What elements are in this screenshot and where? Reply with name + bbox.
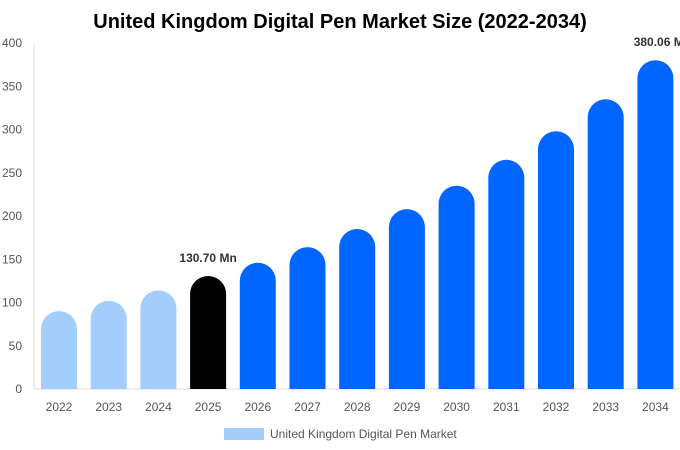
y-tick-label: 150 (2, 252, 22, 266)
y-tick-label: 300 (2, 123, 22, 137)
x-tick-label: 2023 (95, 400, 122, 414)
legend-label: United Kingdom Digital Pen Market (270, 427, 457, 441)
bar-2030 (438, 185, 475, 389)
bar-2034 (637, 60, 674, 389)
legend-swatch (224, 428, 264, 440)
bar-2023 (90, 300, 127, 389)
y-tick-label: 400 (2, 36, 22, 50)
data-label: 130.70 Mn (179, 251, 236, 265)
bar-2026 (239, 262, 276, 389)
bar-2025 (190, 275, 227, 389)
bar-2029 (388, 209, 425, 389)
x-tick-label: 2025 (195, 400, 222, 414)
bar-2032 (538, 131, 574, 390)
x-tick-label: 2027 (294, 400, 321, 414)
bar-2027 (289, 247, 326, 389)
x-tick-label: 2031 (493, 400, 520, 414)
x-tick-label: 2029 (394, 400, 421, 414)
data-label: 380.06 Mn (634, 35, 680, 49)
bar-2033 (587, 99, 624, 389)
x-tick-label: 2033 (592, 400, 619, 414)
x-tick-label: 2028 (344, 400, 371, 414)
bar-2031 (488, 159, 525, 389)
y-tick-label: 200 (2, 209, 22, 223)
bar-2028 (339, 228, 376, 389)
x-tick-label: 2032 (543, 400, 570, 414)
bar-2022 (41, 311, 77, 389)
x-tick-label: 2026 (244, 400, 271, 414)
x-tick-label: 2022 (46, 400, 73, 414)
legend: United Kingdom Digital Pen Market (224, 427, 457, 441)
x-tick-label: 2030 (443, 400, 470, 414)
bar-2024 (140, 290, 177, 389)
chart-title: United Kingdom Digital Pen Market Size (… (93, 11, 586, 33)
x-tick-label: 2024 (145, 400, 172, 414)
y-tick-label: 0 (15, 382, 22, 396)
y-tick-label: 100 (2, 296, 22, 310)
y-tick-label: 50 (9, 339, 23, 353)
y-tick-label: 250 (2, 166, 22, 180)
y-tick-label: 350 (2, 79, 22, 93)
x-tick-label: 2034 (642, 400, 669, 414)
